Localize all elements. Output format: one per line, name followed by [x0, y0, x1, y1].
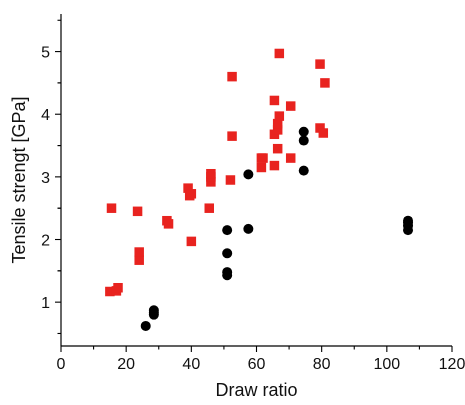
- x-tick-label: 20: [117, 356, 135, 373]
- data-point-square: [134, 255, 144, 265]
- x-tick-label: 100: [373, 356, 400, 373]
- data-point-square: [134, 247, 144, 257]
- data-point-circle: [222, 225, 233, 236]
- data-point-square: [225, 175, 236, 185]
- data-point-circle: [243, 169, 254, 180]
- data-point-square: [113, 282, 123, 293]
- data-point-circle: [298, 126, 309, 137]
- y-tick-label: 2: [41, 233, 50, 250]
- data-point-square: [186, 236, 197, 247]
- data-point-square: [274, 48, 285, 59]
- data-point-square: [132, 206, 143, 217]
- y-tick-label: 3: [41, 170, 50, 187]
- data-point-square: [206, 177, 216, 187]
- data-point-square: [227, 71, 237, 82]
- data-point-square: [318, 128, 329, 138]
- x-tick-label: 80: [313, 356, 331, 373]
- data-point-square: [269, 160, 280, 171]
- y-tick-label: 4: [41, 107, 50, 124]
- series-1: [105, 48, 330, 297]
- data-point-square: [204, 203, 215, 213]
- data-point-square: [272, 143, 283, 154]
- data-point-square: [258, 153, 268, 163]
- data-point-square: [272, 118, 283, 129]
- data-point-square: [320, 78, 330, 88]
- series-2: [140, 126, 414, 331]
- x-tick-label: 40: [182, 356, 200, 373]
- y-tick-label: 1: [41, 295, 50, 312]
- data-point-circle: [148, 305, 159, 316]
- data-point-square: [106, 203, 117, 213]
- data-point-square: [186, 189, 197, 199]
- x-tick-label: 120: [439, 356, 465, 373]
- data-point-circle: [298, 165, 309, 176]
- axes: 0 20 40 60 80 100 120 1 2 3 4 5: [41, 14, 465, 373]
- data-point-circle: [222, 267, 233, 278]
- data-point-circle: [222, 248, 233, 259]
- x-axis-title: Draw ratio: [215, 380, 297, 400]
- data-point-square: [227, 131, 237, 141]
- data-point-square: [285, 101, 296, 111]
- data-point-square: [183, 183, 193, 193]
- data-point-square: [315, 123, 325, 133]
- data-point-square: [272, 125, 283, 135]
- data-point-circle: [298, 135, 309, 146]
- y-axis-title: Tensile strengt [GPa]: [9, 96, 29, 263]
- data-point-circle: [243, 223, 254, 234]
- data-point-square: [105, 286, 115, 297]
- data-point-circle: [403, 215, 414, 226]
- x-tick-label: 60: [248, 356, 266, 373]
- data-point-square: [285, 153, 296, 163]
- x-tick-label: 0: [57, 356, 66, 373]
- data-point-square: [256, 162, 267, 173]
- data-point-square: [163, 219, 174, 229]
- data-point-square: [315, 59, 325, 69]
- data-marks: [105, 48, 414, 331]
- data-point-circle: [140, 320, 151, 331]
- data-point-square: [269, 95, 280, 106]
- data-point-square: [206, 168, 216, 179]
- data-point-square: [274, 111, 285, 121]
- y-tick-label: 5: [41, 45, 50, 62]
